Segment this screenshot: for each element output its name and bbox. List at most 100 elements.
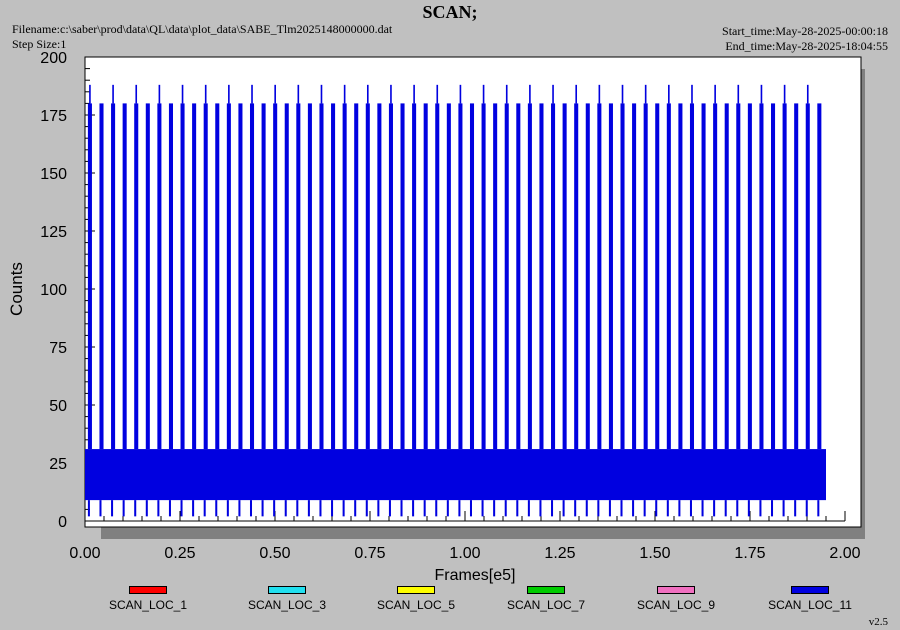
series-scan-spike xyxy=(342,103,347,450)
series-scan-peak xyxy=(621,84,624,104)
series-scan-spike xyxy=(446,103,451,450)
series-scan-dip xyxy=(562,500,565,517)
series-scan-spike xyxy=(423,103,428,450)
y-tick-label: 50 xyxy=(49,398,67,415)
series-scan-spike xyxy=(805,103,810,450)
series-scan-dip xyxy=(620,500,623,517)
series-scan-dip xyxy=(342,500,345,517)
legend-swatch xyxy=(268,586,306,594)
series-scan-dip xyxy=(458,500,461,517)
version-label: v2.5 xyxy=(868,616,888,628)
series-scan-dip xyxy=(365,500,368,517)
series-scan-spike xyxy=(562,103,567,450)
series-scan-dip xyxy=(354,500,357,517)
series-scan-spike xyxy=(504,103,509,450)
filename-label: Filename:c:\saber\prod\data\QL\data\plot… xyxy=(12,22,393,36)
series-scan-dip xyxy=(435,500,438,517)
y-tick-label: 150 xyxy=(40,166,67,183)
series-scan-dip xyxy=(527,500,530,517)
series-scan-dip xyxy=(388,500,391,517)
series-scan-spike xyxy=(134,103,139,450)
series-scan-spike xyxy=(794,103,799,450)
y-tick-label: 200 xyxy=(40,50,67,67)
series-scan-dip xyxy=(759,500,762,517)
series-scan-spike xyxy=(655,103,660,450)
series-scan-dip xyxy=(481,500,484,517)
series-scan-spike xyxy=(215,103,220,450)
series-scan-dip xyxy=(203,500,206,517)
series-scan-dip xyxy=(122,500,125,517)
series-scan-spike xyxy=(458,103,463,450)
series-scan-peak xyxy=(737,84,740,104)
series-scan-dip xyxy=(215,500,218,517)
series-scan-peak xyxy=(575,84,578,104)
series-scan-dip xyxy=(87,500,90,517)
series-scan-peak xyxy=(89,84,91,104)
series-scan-spike xyxy=(192,103,197,450)
series-scan-dip xyxy=(493,500,496,517)
series-scan-dip xyxy=(261,500,264,517)
series-scan-dip xyxy=(713,500,716,517)
series-scan-spike xyxy=(632,103,637,450)
series-scan-dip xyxy=(331,500,334,517)
series-scan-dip xyxy=(249,500,253,517)
series-scan-dip xyxy=(666,500,669,517)
legend-swatch xyxy=(129,586,167,594)
x-tick-label: 1.75 xyxy=(734,545,765,562)
series-scan-dip xyxy=(771,500,774,517)
legend-swatch xyxy=(527,586,565,594)
series-scan-peak xyxy=(251,84,253,104)
series-scan-dip xyxy=(724,500,727,517)
start-time-label: Start_time:May-28-2025-00:00:18 xyxy=(722,24,888,38)
series-scan-dip xyxy=(736,500,739,517)
y-tick-label: 125 xyxy=(40,224,67,241)
series-scan-peak xyxy=(135,84,138,104)
series-scan-spike xyxy=(168,103,173,450)
legend-label: SCAN_LOC_1 xyxy=(108,598,188,612)
series-scan-dip xyxy=(423,500,426,517)
series-scan-dip xyxy=(597,500,600,517)
series-scan-spike xyxy=(261,103,266,450)
x-tick-label: 0.25 xyxy=(164,545,195,562)
series-scan-spike xyxy=(87,103,92,450)
series-scan-peak xyxy=(644,84,647,104)
legend-swatch xyxy=(397,586,435,594)
series-scan-spike xyxy=(736,103,741,450)
series-scan-peak xyxy=(204,84,207,104)
y-tick-label: 0 xyxy=(58,514,67,531)
series-scan-spike xyxy=(400,103,405,450)
series-scan-spike xyxy=(435,103,440,450)
series-scan-spike xyxy=(273,103,278,450)
series-scan-peak xyxy=(366,84,369,104)
series-scan-spike xyxy=(180,103,185,450)
series-scan-peak xyxy=(691,84,693,104)
series-scan-dip xyxy=(412,500,415,517)
series-scan-peak xyxy=(228,84,230,104)
series-scan-spike xyxy=(319,103,324,450)
series-scan-dip xyxy=(296,500,299,517)
series-scan-spike xyxy=(713,103,718,450)
series-scan-spike xyxy=(724,103,729,450)
series-scan-dip xyxy=(284,500,287,517)
series-scan-dip xyxy=(273,500,276,517)
series-scan-peak xyxy=(806,84,809,104)
x-tick-label: 0.50 xyxy=(259,545,290,562)
series-scan-peak xyxy=(598,84,601,104)
series-scan-dip xyxy=(145,500,148,517)
series-scan-peak xyxy=(714,84,716,104)
series-scan-peak xyxy=(413,84,415,104)
x-tick-label: 1.25 xyxy=(544,545,575,562)
series-scan-dip xyxy=(226,500,229,517)
series-scan-spike xyxy=(412,103,417,450)
series-scan-dip xyxy=(817,500,820,517)
legend-swatch xyxy=(791,586,829,594)
series-scan-spike xyxy=(527,103,532,450)
series-scan-dip xyxy=(678,500,681,517)
series-scan-spike xyxy=(597,103,602,450)
series-scan-spike xyxy=(771,103,776,450)
series-scan-dip xyxy=(574,500,577,517)
series-scan-spike xyxy=(782,103,787,450)
series-scan-dip xyxy=(307,500,310,517)
series-scan-peak xyxy=(274,84,276,104)
